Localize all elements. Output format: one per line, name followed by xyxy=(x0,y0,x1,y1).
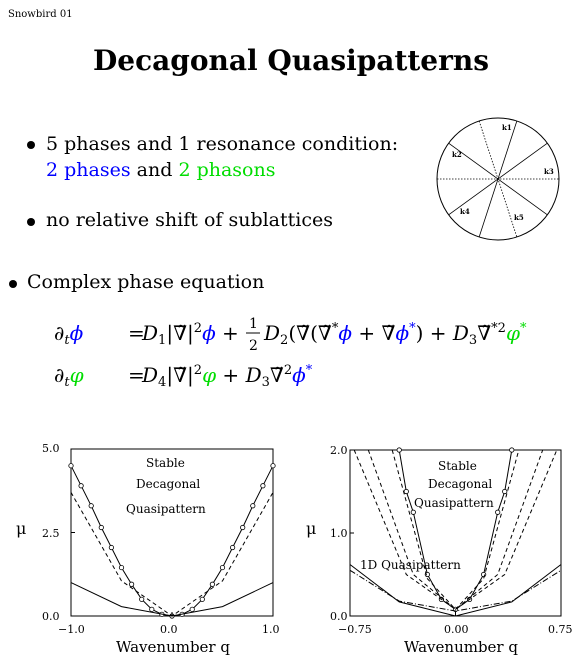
phase-equations: ∂tϕ = D1|∇̃|2ϕ + 1 2 D2(∇̃(∇̃*ϕ + ∇̃ϕ*) … xyxy=(54,316,527,390)
ytick-label: 2.0 xyxy=(330,444,348,457)
page-title: Decagonal Quasipatterns xyxy=(93,44,489,77)
data-point xyxy=(219,564,226,571)
data-point xyxy=(78,483,84,489)
xtick-label: 0.00 xyxy=(444,623,469,636)
bullet-dot xyxy=(27,218,35,226)
data-point xyxy=(481,571,487,578)
chart-left-series xyxy=(68,448,276,619)
annotation: Stable xyxy=(146,456,185,470)
data-point xyxy=(509,447,515,453)
diagram-lines xyxy=(437,120,559,238)
ytick-label: 5.0 xyxy=(42,442,60,455)
data-point xyxy=(139,596,145,602)
x-axis-label: Wavenumber q xyxy=(404,638,518,656)
phasons-text: 2 phasons xyxy=(178,159,276,181)
series-line xyxy=(353,449,558,611)
annotation: Decagonal xyxy=(428,477,492,491)
frac-num: 1 xyxy=(249,316,258,332)
series-line xyxy=(398,449,513,611)
data-point xyxy=(410,509,416,515)
data-point xyxy=(260,483,266,489)
eq1-equals: = xyxy=(128,321,145,345)
bullet-dot xyxy=(9,280,17,288)
data-point xyxy=(403,488,409,495)
bullet-2: no relative shift of sublattices xyxy=(46,209,333,231)
bullet-1-line1: 5 phases and 1 resonance condition: xyxy=(46,133,399,155)
data-point xyxy=(270,463,276,469)
annotation: Stable xyxy=(438,459,477,473)
ytick-label: 1.0 xyxy=(330,527,348,540)
phases-text: 2 phases xyxy=(46,159,131,181)
annotation: Decagonal xyxy=(136,477,200,491)
data-point xyxy=(209,581,215,587)
label-k1: k1 xyxy=(502,123,512,132)
label-k3: k3 xyxy=(544,167,554,176)
data-point xyxy=(230,544,236,551)
frac-den: 2 xyxy=(249,338,258,354)
bullet-dot xyxy=(27,141,35,149)
data-point xyxy=(495,509,501,515)
series-line xyxy=(70,582,274,617)
y-axis-label: μ xyxy=(306,519,316,538)
xtick-label: −1.0 xyxy=(58,623,85,636)
chart-right-series xyxy=(349,447,562,617)
xtick-label: 1.0 xyxy=(262,623,280,636)
plot-frame xyxy=(349,449,562,617)
eq1-rhs-b: D2(∇̃(∇̃*ϕ + ∇̃ϕ*) + D3∇̃*2φ* xyxy=(263,321,527,348)
annotation: Quasipattern xyxy=(414,496,494,510)
xtick-label: 0.0 xyxy=(160,623,178,636)
data-point xyxy=(199,596,205,602)
and-text: and xyxy=(136,159,173,181)
data-point xyxy=(88,503,94,509)
data-point xyxy=(396,447,402,453)
header-tag: Snowbird 01 xyxy=(8,9,73,20)
label-k5: k5 xyxy=(514,213,524,222)
chart-left: 5.0 2.5 0.0 −1.0 0.0 1.0 μ Wavenumber q … xyxy=(16,442,280,656)
eq1-lhs: ∂tϕ xyxy=(54,321,84,348)
wavevector-diagram: k1 k2 k3 k4 k5 xyxy=(436,117,560,241)
diagram-labels: k1 k2 k3 k4 k5 xyxy=(452,123,554,222)
bullet-1: 5 phases and 1 resonance condition: 2 ph… xyxy=(46,133,398,181)
data-point xyxy=(68,463,74,469)
series-line xyxy=(367,449,544,611)
chart-right: 2.0 1.0 0.0 −0.75 0.00 0.75 μ Wavenumber… xyxy=(306,444,573,656)
data-point xyxy=(502,488,508,495)
data-point xyxy=(189,606,195,612)
y-axis-label: μ xyxy=(16,519,26,538)
annotation: 1D Quasipattern xyxy=(360,558,461,572)
data-point xyxy=(250,503,256,509)
data-point xyxy=(108,544,115,551)
ytick-label: 2.5 xyxy=(42,527,60,540)
eq2-lhs: ∂tφ xyxy=(54,363,84,390)
label-k4: k4 xyxy=(460,207,470,216)
series-line xyxy=(391,449,520,611)
data-point xyxy=(240,524,246,531)
xtick-label: −0.75 xyxy=(338,623,372,636)
bullet-3: Complex phase equation xyxy=(27,271,265,293)
data-point xyxy=(98,524,104,531)
eq2-equals: = xyxy=(128,363,145,387)
ytick-label: 0.0 xyxy=(330,610,348,623)
data-point xyxy=(129,581,135,587)
data-point xyxy=(149,606,155,612)
series-line xyxy=(349,569,562,612)
plot-frame xyxy=(70,448,274,617)
ytick-label: 0.0 xyxy=(42,610,60,623)
eq1-rhs-a: D1|∇̃|2ϕ + xyxy=(141,321,239,348)
x-axis-label: Wavenumber q xyxy=(116,638,230,656)
annotation: Quasipattern xyxy=(126,502,206,516)
data-point xyxy=(118,564,125,571)
label-k2: k2 xyxy=(452,150,462,159)
xtick-label: 0.75 xyxy=(548,623,573,636)
wavevector-line xyxy=(448,142,548,216)
eq2-rhs: D4|∇̃|2φ + D3∇̃2ϕ* xyxy=(141,363,313,390)
bullet-1-line2: 2 phases and 2 phasons xyxy=(46,159,398,181)
